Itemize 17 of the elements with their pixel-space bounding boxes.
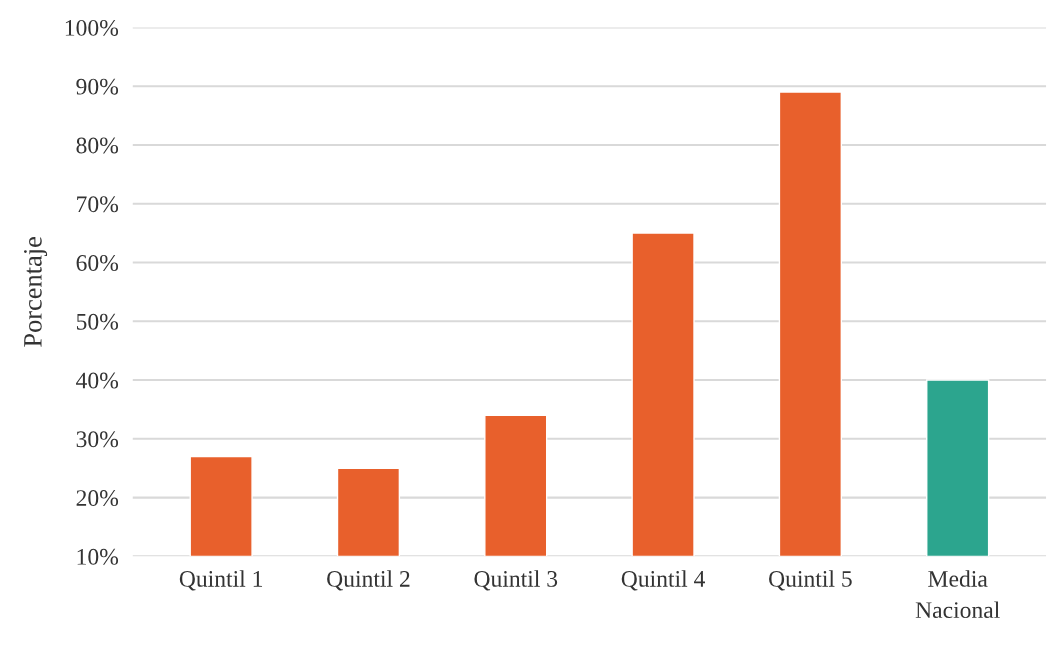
y-tick-label: 50% (76, 313, 119, 330)
x-tick-label: Quintil 3 (474, 570, 558, 591)
x-tick-label: Quintil 1 (179, 570, 263, 591)
y-tick-label: 30% (76, 431, 119, 448)
y-tick-label: 80% (76, 137, 119, 154)
x-tick-label: Media Nacional (915, 570, 1000, 619)
x-tick-label: Quintil 2 (327, 570, 410, 591)
y-tick-label: 70% (77, 196, 119, 213)
x-tick-label: Quintil 5 (769, 570, 852, 591)
y-tick-label: 10% (77, 548, 119, 565)
y-tick-label: 90% (76, 78, 119, 95)
x-tick-label: Quintil 4 (621, 570, 705, 591)
y-tick-label: 20% (76, 490, 119, 507)
y-tick-label: 100% (65, 19, 119, 36)
y-axis-title: Porcentaje (24, 237, 48, 347)
y-tick-label: 40% (76, 372, 119, 389)
y-tick-label: 60% (76, 255, 119, 272)
